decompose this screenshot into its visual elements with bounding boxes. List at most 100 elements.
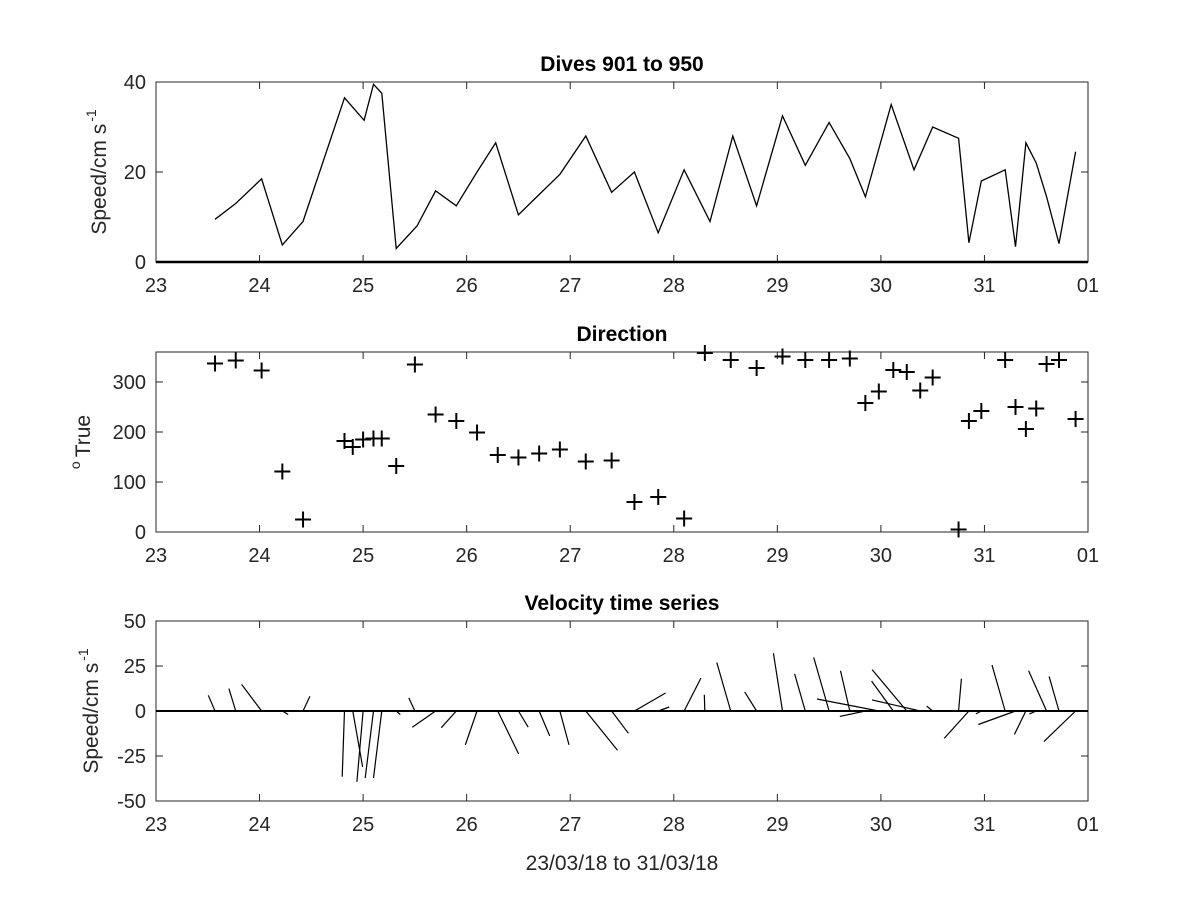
velocity-stick	[341, 710, 346, 777]
velocity-stick	[282, 710, 289, 716]
data-point	[603, 452, 620, 469]
velocity-stick	[1043, 710, 1076, 743]
x-tick-label: 26	[456, 275, 478, 297]
data-point	[406, 356, 423, 373]
axes-frame	[155, 351, 1089, 533]
velocity-stick	[658, 706, 670, 712]
data-point	[898, 364, 915, 380]
y-axis-label-superscript: o	[67, 461, 83, 469]
data-point	[1038, 356, 1055, 372]
velocity-stick	[1029, 710, 1037, 715]
data-point	[1051, 352, 1068, 368]
y-axis-label: Speed/cm s -1	[75, 648, 103, 774]
y-axis-label-superscript: -1	[75, 648, 91, 661]
data-point	[295, 511, 312, 528]
x-tick-label: 26	[456, 814, 478, 836]
data-point	[748, 360, 765, 376]
velocity-stick	[744, 691, 758, 712]
data-point	[427, 406, 444, 423]
data-point	[227, 352, 244, 369]
data-point	[885, 362, 902, 378]
velocity-stick	[871, 669, 908, 712]
x-tick-label: 24	[248, 545, 270, 567]
data-point	[950, 521, 967, 538]
y-tick-label: -25	[117, 746, 146, 768]
velocity-stick	[772, 653, 784, 712]
data-point	[1028, 400, 1045, 417]
x-tick-label: 28	[663, 275, 685, 297]
velocity-stick	[957, 678, 962, 712]
velocity-stick	[517, 710, 529, 728]
data-point	[960, 413, 977, 429]
velocity-stick	[585, 710, 618, 751]
data-point	[973, 403, 990, 419]
x-tick-label: 28	[663, 814, 685, 836]
data-point	[912, 382, 929, 399]
velocity-stick	[683, 677, 702, 712]
data-point	[676, 510, 693, 527]
x-axis: 23 24 25 26 27 28 29 30 31 01	[145, 621, 1099, 836]
data-point	[650, 489, 667, 505]
velocity-stick	[871, 699, 921, 712]
data-point	[274, 463, 291, 480]
velocity-stick	[464, 710, 478, 746]
velocity-stick	[372, 710, 383, 779]
data-point	[821, 352, 838, 368]
velocity-stick	[1013, 710, 1027, 735]
velocity-stick	[395, 710, 401, 716]
x-tick-label: 23	[145, 275, 167, 297]
data-point	[841, 350, 858, 367]
velocity-stick	[356, 710, 364, 782]
series-line	[214, 82, 1077, 251]
y-tick-label: 300	[113, 372, 146, 394]
y-axis-label-text: Speed/cm s	[88, 124, 111, 235]
x-tick-label: 23	[145, 814, 167, 836]
velocity-stick	[302, 696, 311, 712]
data-point	[1067, 411, 1084, 427]
velocity-stick	[497, 710, 520, 755]
y-axis: 0 20 40	[124, 72, 1088, 274]
data-point	[722, 352, 739, 368]
velocity-stick	[816, 698, 879, 712]
y-tick-label: 200	[113, 422, 146, 444]
data-point	[1007, 399, 1024, 415]
y-tick-label: 0	[135, 701, 146, 723]
velocity-stick	[839, 710, 866, 717]
x-tick-label: 26	[456, 545, 478, 567]
series-speed	[156, 82, 1088, 264]
x-tick-label: 01	[1077, 275, 1099, 297]
x-tick-label: 01	[1077, 814, 1099, 836]
velocity-stick	[839, 670, 851, 712]
data-point	[531, 445, 548, 462]
chart-title: Direction	[576, 323, 667, 346]
x-tick-label: 25	[352, 814, 374, 836]
x-tick-label: 28	[663, 545, 685, 567]
x-axis: 23 24 25 26 27 28 29 30 31 01	[145, 82, 1099, 297]
x-tick-label: 30	[870, 545, 892, 567]
data-point	[870, 383, 887, 400]
plot-velocity: Velocity time series Speed/cm s -1 23 24 25…	[75, 592, 1099, 836]
y-tick-label: 0	[135, 522, 146, 544]
velocity-stick	[364, 710, 375, 779]
data-point	[207, 355, 224, 372]
data-point	[388, 458, 405, 474]
y-tick-label: 100	[113, 472, 146, 494]
data-point	[626, 494, 643, 510]
velocity-stick	[813, 657, 830, 712]
data-point	[1017, 421, 1034, 437]
velocity-stick	[352, 710, 364, 767]
axes-frame	[155, 81, 1089, 263]
y-axis: 0 100 200 300	[113, 372, 1088, 544]
data-point	[373, 430, 390, 447]
data-point	[774, 348, 791, 365]
velocity-stick	[411, 710, 436, 728]
x-tick-label: 29	[766, 275, 788, 297]
x-tick-label: 27	[559, 545, 581, 567]
y-axis-label: Speed/cm s -1	[83, 109, 111, 235]
velocity-stick	[926, 705, 934, 712]
y-axis-label-superscript: -1	[83, 109, 99, 122]
data-point	[857, 395, 874, 411]
velocity-stick	[634, 692, 666, 712]
velocity-stick	[408, 697, 416, 712]
x-tick-label: 31	[973, 275, 995, 297]
